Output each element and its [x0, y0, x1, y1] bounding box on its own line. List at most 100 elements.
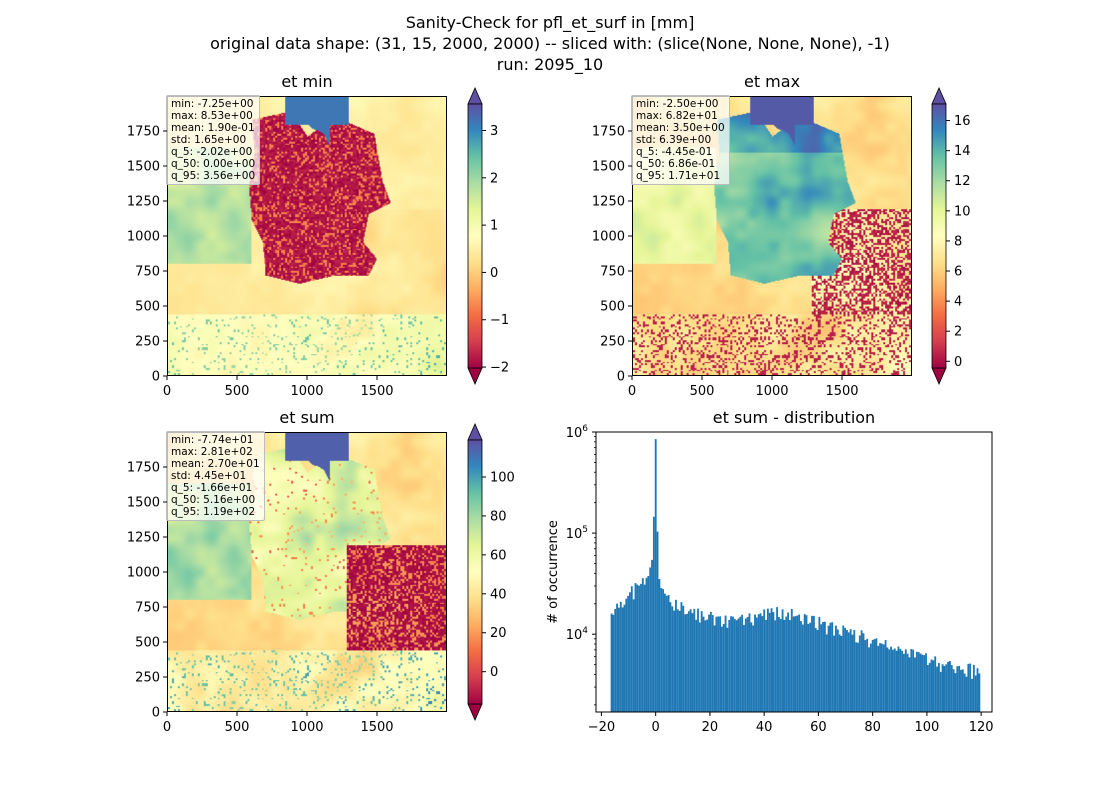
- histogram-bar: [846, 630, 848, 712]
- figure-title-line-2: original data shape: (31, 15, 2000, 2000…: [210, 34, 890, 53]
- histogram-bar: [976, 668, 979, 712]
- histogram-bar: [660, 587, 663, 712]
- histogram-bar: [961, 669, 964, 712]
- y-tick-label: 1250: [127, 195, 160, 210]
- histogram-bar: [651, 559, 653, 712]
- histogram-bar: [904, 649, 907, 712]
- histogram-bar: [919, 653, 922, 712]
- histogram-bar: [836, 629, 839, 712]
- histogram-bar: [752, 625, 755, 712]
- panel-title-et-sum: et sum: [279, 408, 335, 427]
- histogram-y-tick-label: 105: [566, 525, 588, 542]
- y-tick-label: 1250: [127, 531, 160, 546]
- histogram-bar: [641, 578, 644, 712]
- histogram-bar: [969, 663, 972, 712]
- stat-line: std: 4.45e+01: [171, 470, 247, 482]
- histogram-bar: [842, 625, 845, 712]
- histogram-bar: [868, 647, 870, 712]
- histogram-bar: [715, 616, 718, 712]
- histogram-bar: [678, 610, 681, 712]
- stats-box-et-sum: min: -7.74e+01 max: 2.81e+02 mean: 2.70e…: [166, 431, 265, 521]
- y-tick-label: 500: [135, 300, 160, 315]
- histogram-bar: [638, 585, 641, 712]
- histogram-bar: [934, 656, 937, 712]
- histogram-bar: [803, 614, 806, 712]
- histogram-bar: [884, 640, 887, 712]
- x-tick-label: 1000: [290, 720, 323, 735]
- stat-line: q_5: -4.45e-01: [636, 146, 713, 158]
- colorbar-tick-label: −1: [490, 313, 509, 328]
- histogram-bar: [636, 584, 639, 712]
- stat-line: min: -2.50e+00: [636, 98, 719, 110]
- histogram-bar: [910, 648, 913, 712]
- y-tick-label: 1500: [127, 496, 160, 511]
- histogram-bar: [936, 666, 938, 712]
- stats-box-et-max: min: -2.50e+00 max: 6.82e+01 mean: 3.50e…: [631, 95, 730, 185]
- histogram-bar: [792, 616, 795, 712]
- histogram-bar: [820, 624, 823, 712]
- histogram-bar: [612, 614, 615, 712]
- histogram-bar: [625, 598, 628, 712]
- colorbar-tick-label: 20: [490, 626, 507, 641]
- histogram-bar: [757, 614, 760, 712]
- colorbar: [467, 439, 483, 705]
- histogram-bar: [954, 673, 957, 712]
- histogram-bar: [733, 618, 736, 712]
- histogram-bar: [823, 621, 826, 712]
- histogram-bar: [903, 653, 905, 712]
- y-tick-label: 750: [135, 601, 160, 616]
- histogram-bar: [879, 643, 881, 712]
- histogram-bar: [866, 638, 869, 712]
- histogram-bar: [665, 595, 668, 712]
- colorbar-tick-label: 14: [954, 144, 971, 159]
- histogram-bar: [963, 673, 966, 712]
- colorbar-extend-max: [467, 87, 483, 105]
- histogram-bar: [682, 605, 685, 712]
- histogram-bar: [937, 662, 940, 712]
- histogram-bar: [623, 604, 626, 712]
- stat-line: max: 6.82e+01: [636, 110, 718, 122]
- colorbar-tick-label: 8: [954, 234, 962, 249]
- histogram-bar: [908, 657, 911, 712]
- histogram-bar: [671, 606, 674, 712]
- histogram-bar: [816, 629, 819, 712]
- histogram-bar: [746, 616, 749, 712]
- stat-line: mean: 3.50e+00: [636, 122, 725, 134]
- y-tick-label: 750: [135, 265, 160, 280]
- x-tick-label: 500: [690, 384, 715, 399]
- histogram-bar: [960, 669, 962, 712]
- histogram-bar: [649, 567, 652, 712]
- histogram-bar: [621, 607, 624, 712]
- y-tick-label: 0: [617, 370, 625, 385]
- stat-line: q_50: 5.16e+00: [171, 494, 256, 506]
- histogram-bar: [833, 635, 835, 712]
- histogram-bar: [915, 651, 918, 712]
- colorbar-tick-label: 6: [954, 265, 962, 280]
- histogram-bar: [689, 609, 692, 712]
- histogram-x-tick-label: 80: [864, 720, 881, 735]
- histogram-y-tick-label: 104: [566, 626, 589, 643]
- y-tick-label: 1000: [127, 230, 160, 245]
- y-tick-label: 1750: [127, 125, 160, 140]
- histogram-bar: [675, 599, 677, 712]
- histogram-frame: [595, 431, 993, 713]
- y-tick-label: 1500: [127, 160, 160, 175]
- histogram-bar: [847, 632, 850, 712]
- histogram-bar: [619, 601, 622, 712]
- colorbar-tick-label: 2: [490, 171, 498, 186]
- colorbar-tick-label: 0: [490, 665, 498, 680]
- histogram-bar: [941, 664, 944, 712]
- colorbar-tick-label: 10: [954, 204, 971, 219]
- histogram-bar: [798, 614, 801, 712]
- histogram-bar: [971, 678, 973, 712]
- colorbar-tick-label: 16: [954, 114, 971, 129]
- histogram-bar: [704, 620, 707, 712]
- histogram-bar: [618, 607, 620, 712]
- colorbar-extend-min: [931, 367, 947, 385]
- histogram-bar: [680, 602, 683, 712]
- colorbar-tick-label: 80: [490, 509, 507, 524]
- histogram-bar: [794, 616, 797, 712]
- histogram-bar: [945, 664, 948, 712]
- histogram-bar: [873, 639, 876, 712]
- histogram-bar: [640, 583, 642, 712]
